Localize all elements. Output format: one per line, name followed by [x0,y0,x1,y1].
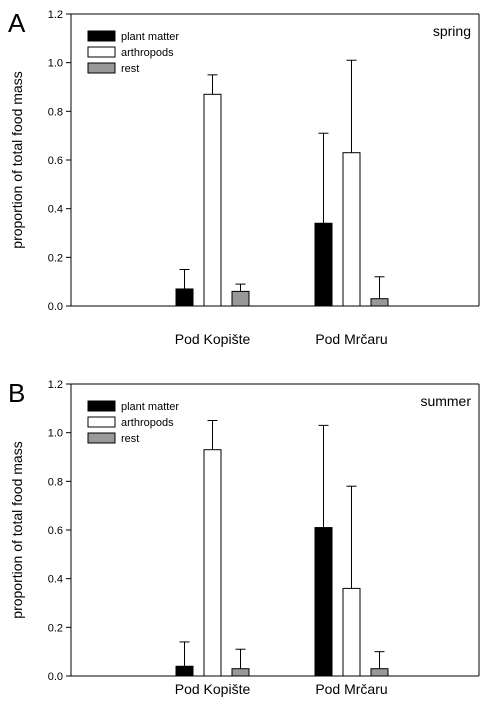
y-tick-label: 1.2 [48,379,63,391]
y-tick-label: 0.8 [48,476,63,488]
y-tick-label: 1.0 [48,428,63,440]
season-label: spring [433,23,471,39]
legend-label: plant matter [121,401,179,413]
legend-label: arthropods [121,417,174,429]
legend-swatch [87,46,116,58]
bar [203,93,222,307]
legend-label: rest [121,433,139,445]
y-tick-label: 0.6 [48,525,63,537]
y-tick-label: 0.4 [48,204,63,216]
y-tick-label: 0.2 [48,622,63,634]
x-category-label: Pod Kopište [175,331,251,347]
legend-swatch [87,62,116,74]
bar [203,449,222,677]
chart-panel-b: B 0.0 0.2 0.4 0.6 0.8 1.0 1.2 proportion of tota… [8,378,480,697]
bar [175,288,194,307]
bar [175,665,194,677]
chart-panel-a: A 0.0 0.2 0.4 0.6 0.8 1.0 1.2 proportion of tota… [8,8,480,347]
y-tick-label: 1.0 [48,58,63,70]
legend-label: arthropods [121,47,174,59]
bar [231,290,250,307]
legend-swatch [87,432,116,444]
bar [370,668,389,677]
y-tick-label: 0.0 [48,671,63,683]
bar [231,668,250,677]
legend-label: rest [121,63,139,75]
y-tick-label: 0.8 [48,106,63,118]
legend-swatch [87,400,116,412]
bar [314,222,333,307]
legend-label: plant matter [121,31,179,43]
y-tick-label: 1.2 [48,9,63,21]
x-category-label: Pod Kopište [175,681,251,697]
legend-swatch [87,30,116,42]
x-category-label: Pod Mrčaru [315,681,387,697]
bar [314,527,333,677]
legend-swatch [87,416,116,428]
y-tick-label: 0.6 [48,155,63,167]
season-label: summer [420,393,471,409]
bar [342,587,361,677]
bar [342,152,361,307]
y-axis-title: proportion of total food mass [9,441,25,618]
bar [370,298,389,307]
panel-letter: B [8,378,25,408]
y-tick-label: 0.4 [48,574,63,586]
y-tick-label: 0.2 [48,252,63,264]
panel-letter: A [8,8,26,38]
y-tick-label: 0.0 [48,301,63,313]
x-category-label: Pod Mrčaru [315,331,387,347]
y-axis-title: proportion of total food mass [9,71,25,248]
